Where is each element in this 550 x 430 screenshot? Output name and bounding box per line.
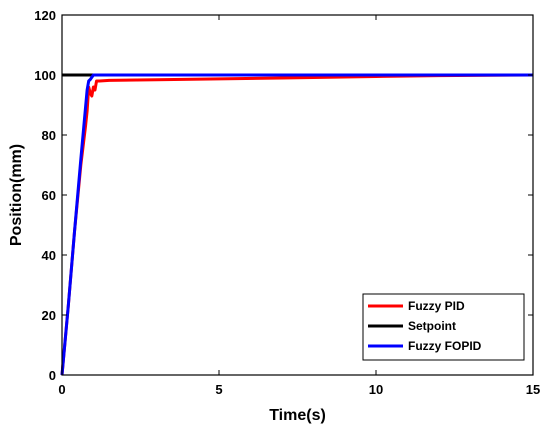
x-tick-label: 5 [215, 382, 222, 397]
x-tick-label: 10 [369, 382, 383, 397]
y-tick-label: 120 [34, 8, 56, 23]
x-tick-label: 15 [526, 382, 540, 397]
plot-lines [60, 73, 534, 376]
y-tick-label: 20 [42, 308, 56, 323]
y-tick-label: 60 [42, 188, 56, 203]
legend-label: Fuzzy FOPID [408, 339, 482, 353]
x-axis-label: Time(s) [269, 407, 326, 424]
y-tick-label: 100 [34, 68, 56, 83]
x-tick-label: 0 [58, 382, 65, 397]
series-line-fuzzy-fopid [60, 73, 533, 376]
axis-tick-labels: 0 5 10 15 0 20 40 60 80 100 120 [34, 8, 540, 397]
axis-ticks [61, 14, 534, 376]
legend-label: Setpoint [408, 319, 456, 333]
y-tick-label: 0 [49, 368, 56, 383]
y-tick-label: 80 [42, 128, 56, 143]
y-axis-label: Position(mm) [8, 144, 25, 246]
y-tick-label: 40 [42, 248, 56, 263]
legend: Fuzzy PID Setpoint Fuzzy FOPID [362, 293, 525, 361]
legend-label: Fuzzy PID [408, 299, 465, 313]
